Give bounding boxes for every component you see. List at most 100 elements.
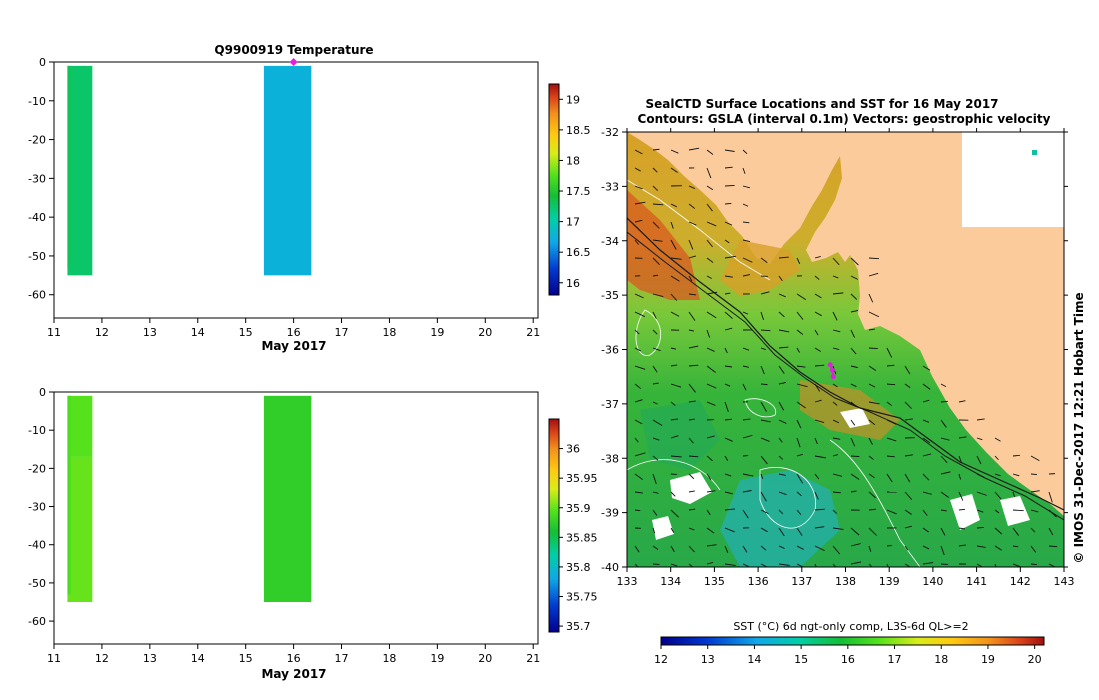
velocity-vector bbox=[670, 509, 679, 518]
velocity-vector bbox=[724, 418, 732, 421]
x-tick-label: 16 bbox=[287, 326, 301, 339]
cloud-gap-1 bbox=[670, 472, 712, 504]
lon-tick-label: 138 bbox=[835, 575, 856, 588]
velocity-vector bbox=[940, 509, 947, 512]
velocity-vector bbox=[742, 257, 753, 263]
small-island bbox=[1032, 150, 1037, 155]
velocity-vector bbox=[832, 383, 838, 388]
velocity-vector bbox=[688, 545, 695, 553]
velocity-vector bbox=[760, 491, 767, 502]
y-tick-label: 0 bbox=[39, 386, 46, 399]
velocity-vector bbox=[742, 347, 750, 351]
velocity-vector bbox=[760, 365, 765, 375]
velocity-vector bbox=[886, 563, 889, 567]
velocity-vector bbox=[652, 509, 658, 516]
velocity-vector bbox=[958, 527, 965, 530]
velocity-vector bbox=[724, 203, 732, 205]
y-tick-label: -60 bbox=[28, 615, 46, 628]
velocity-vector bbox=[724, 491, 733, 495]
sst-colorbar-tick-label: 18 bbox=[934, 653, 948, 666]
warm-patch-shelf bbox=[800, 380, 900, 440]
velocity-vector bbox=[868, 257, 879, 260]
velocity-vector bbox=[724, 437, 733, 442]
velocity-vector bbox=[832, 563, 837, 567]
profile-1b-segment-0 bbox=[67, 65, 71, 268]
velocity-vector bbox=[670, 401, 676, 406]
copyright-label: © IMOS 31-Dec-2017 12:21 Hobart Time bbox=[1072, 292, 1086, 563]
warm-patch-west bbox=[627, 190, 700, 300]
lon-tick-label: 135 bbox=[704, 575, 725, 588]
velocity-vector bbox=[886, 419, 897, 425]
cloud-gap-3 bbox=[840, 408, 870, 428]
velocity-vector bbox=[670, 257, 682, 260]
lat-tick-label: -33 bbox=[601, 180, 619, 193]
velocity-vector bbox=[904, 365, 911, 375]
velocity-vector bbox=[1012, 454, 1020, 457]
sst-colorbar-tick-label: 20 bbox=[1028, 653, 1042, 666]
velocity-vector bbox=[706, 329, 711, 338]
velocity-vector bbox=[850, 473, 860, 480]
velocity-vector bbox=[724, 508, 736, 511]
velocity-vector bbox=[688, 329, 695, 332]
y-tick-label: -10 bbox=[28, 424, 46, 437]
velocity-vector bbox=[994, 491, 1002, 500]
velocity-vector bbox=[814, 419, 825, 423]
velocity-vector bbox=[832, 401, 838, 406]
velocity-vector bbox=[742, 563, 749, 567]
velocity-vector bbox=[688, 203, 696, 209]
velocity-vector bbox=[688, 455, 699, 458]
y-tick-label: -50 bbox=[28, 250, 46, 263]
velocity-vector bbox=[868, 347, 878, 350]
velocity-vector bbox=[778, 275, 783, 282]
velocity-vector bbox=[706, 221, 717, 227]
velocity-vector bbox=[850, 347, 857, 355]
temperature-title: Q9900919 Temperature bbox=[214, 43, 373, 57]
velocity-vector bbox=[868, 328, 875, 331]
velocity-vector bbox=[922, 437, 931, 444]
lat-tick-label: -35 bbox=[601, 289, 619, 302]
x-tick-label: 12 bbox=[95, 326, 109, 339]
velocity-vector bbox=[706, 275, 712, 279]
velocity-vector bbox=[652, 382, 659, 385]
cool-patch-south bbox=[720, 470, 840, 567]
velocity-vector bbox=[742, 311, 749, 315]
velocity-vector bbox=[652, 347, 661, 352]
velocity-vector bbox=[688, 221, 697, 226]
velocity-vector bbox=[940, 437, 950, 441]
velocity-vector bbox=[868, 563, 873, 567]
velocity-vector bbox=[814, 256, 821, 259]
velocity-vector bbox=[760, 329, 771, 332]
x-tick-label: 21 bbox=[526, 326, 540, 339]
velocity-vector bbox=[796, 527, 803, 536]
gsla-contour-1 bbox=[627, 179, 771, 281]
velocity-vector bbox=[796, 257, 801, 265]
velocity-vector bbox=[724, 311, 733, 319]
velocity-vector bbox=[832, 275, 839, 279]
x-tick-label: 11 bbox=[47, 652, 61, 665]
velocity-vector bbox=[652, 545, 659, 550]
velocity-vector bbox=[724, 527, 735, 533]
velocity-vector bbox=[688, 364, 699, 367]
velocity-vector bbox=[850, 455, 860, 457]
lat-tick-label: -32 bbox=[601, 126, 619, 139]
velocity-vector bbox=[652, 311, 657, 319]
velocity-vector bbox=[868, 527, 877, 536]
velocity-vector bbox=[688, 383, 696, 393]
x-tick-label: 13 bbox=[143, 652, 157, 665]
velocity-vector bbox=[814, 311, 822, 317]
velocity-vector bbox=[760, 401, 767, 412]
velocity-vector bbox=[670, 435, 679, 439]
velocity-vector bbox=[796, 383, 808, 388]
velocity-vector bbox=[976, 455, 982, 465]
velocity-vector bbox=[760, 455, 768, 465]
velocity-vector bbox=[814, 508, 825, 511]
velocity-vector bbox=[670, 167, 678, 173]
gsla-contour-5 bbox=[627, 459, 721, 491]
velocity-vector bbox=[724, 149, 735, 152]
salinity-panel: 11 12 13 14 15 16 17 18 19 20 21 0 -10 -20 -30 -40 -50 -6… bbox=[28, 386, 597, 681]
velocity-vector bbox=[760, 473, 764, 479]
velocity-vector bbox=[706, 490, 716, 493]
velocity-vector bbox=[940, 471, 951, 475]
y-tick-label: -20 bbox=[28, 462, 46, 475]
velocity-vector bbox=[634, 509, 641, 512]
